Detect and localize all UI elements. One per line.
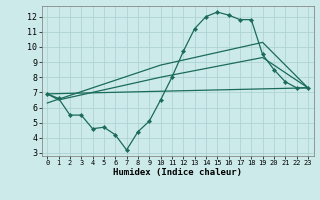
X-axis label: Humidex (Indice chaleur): Humidex (Indice chaleur) [113,168,242,177]
